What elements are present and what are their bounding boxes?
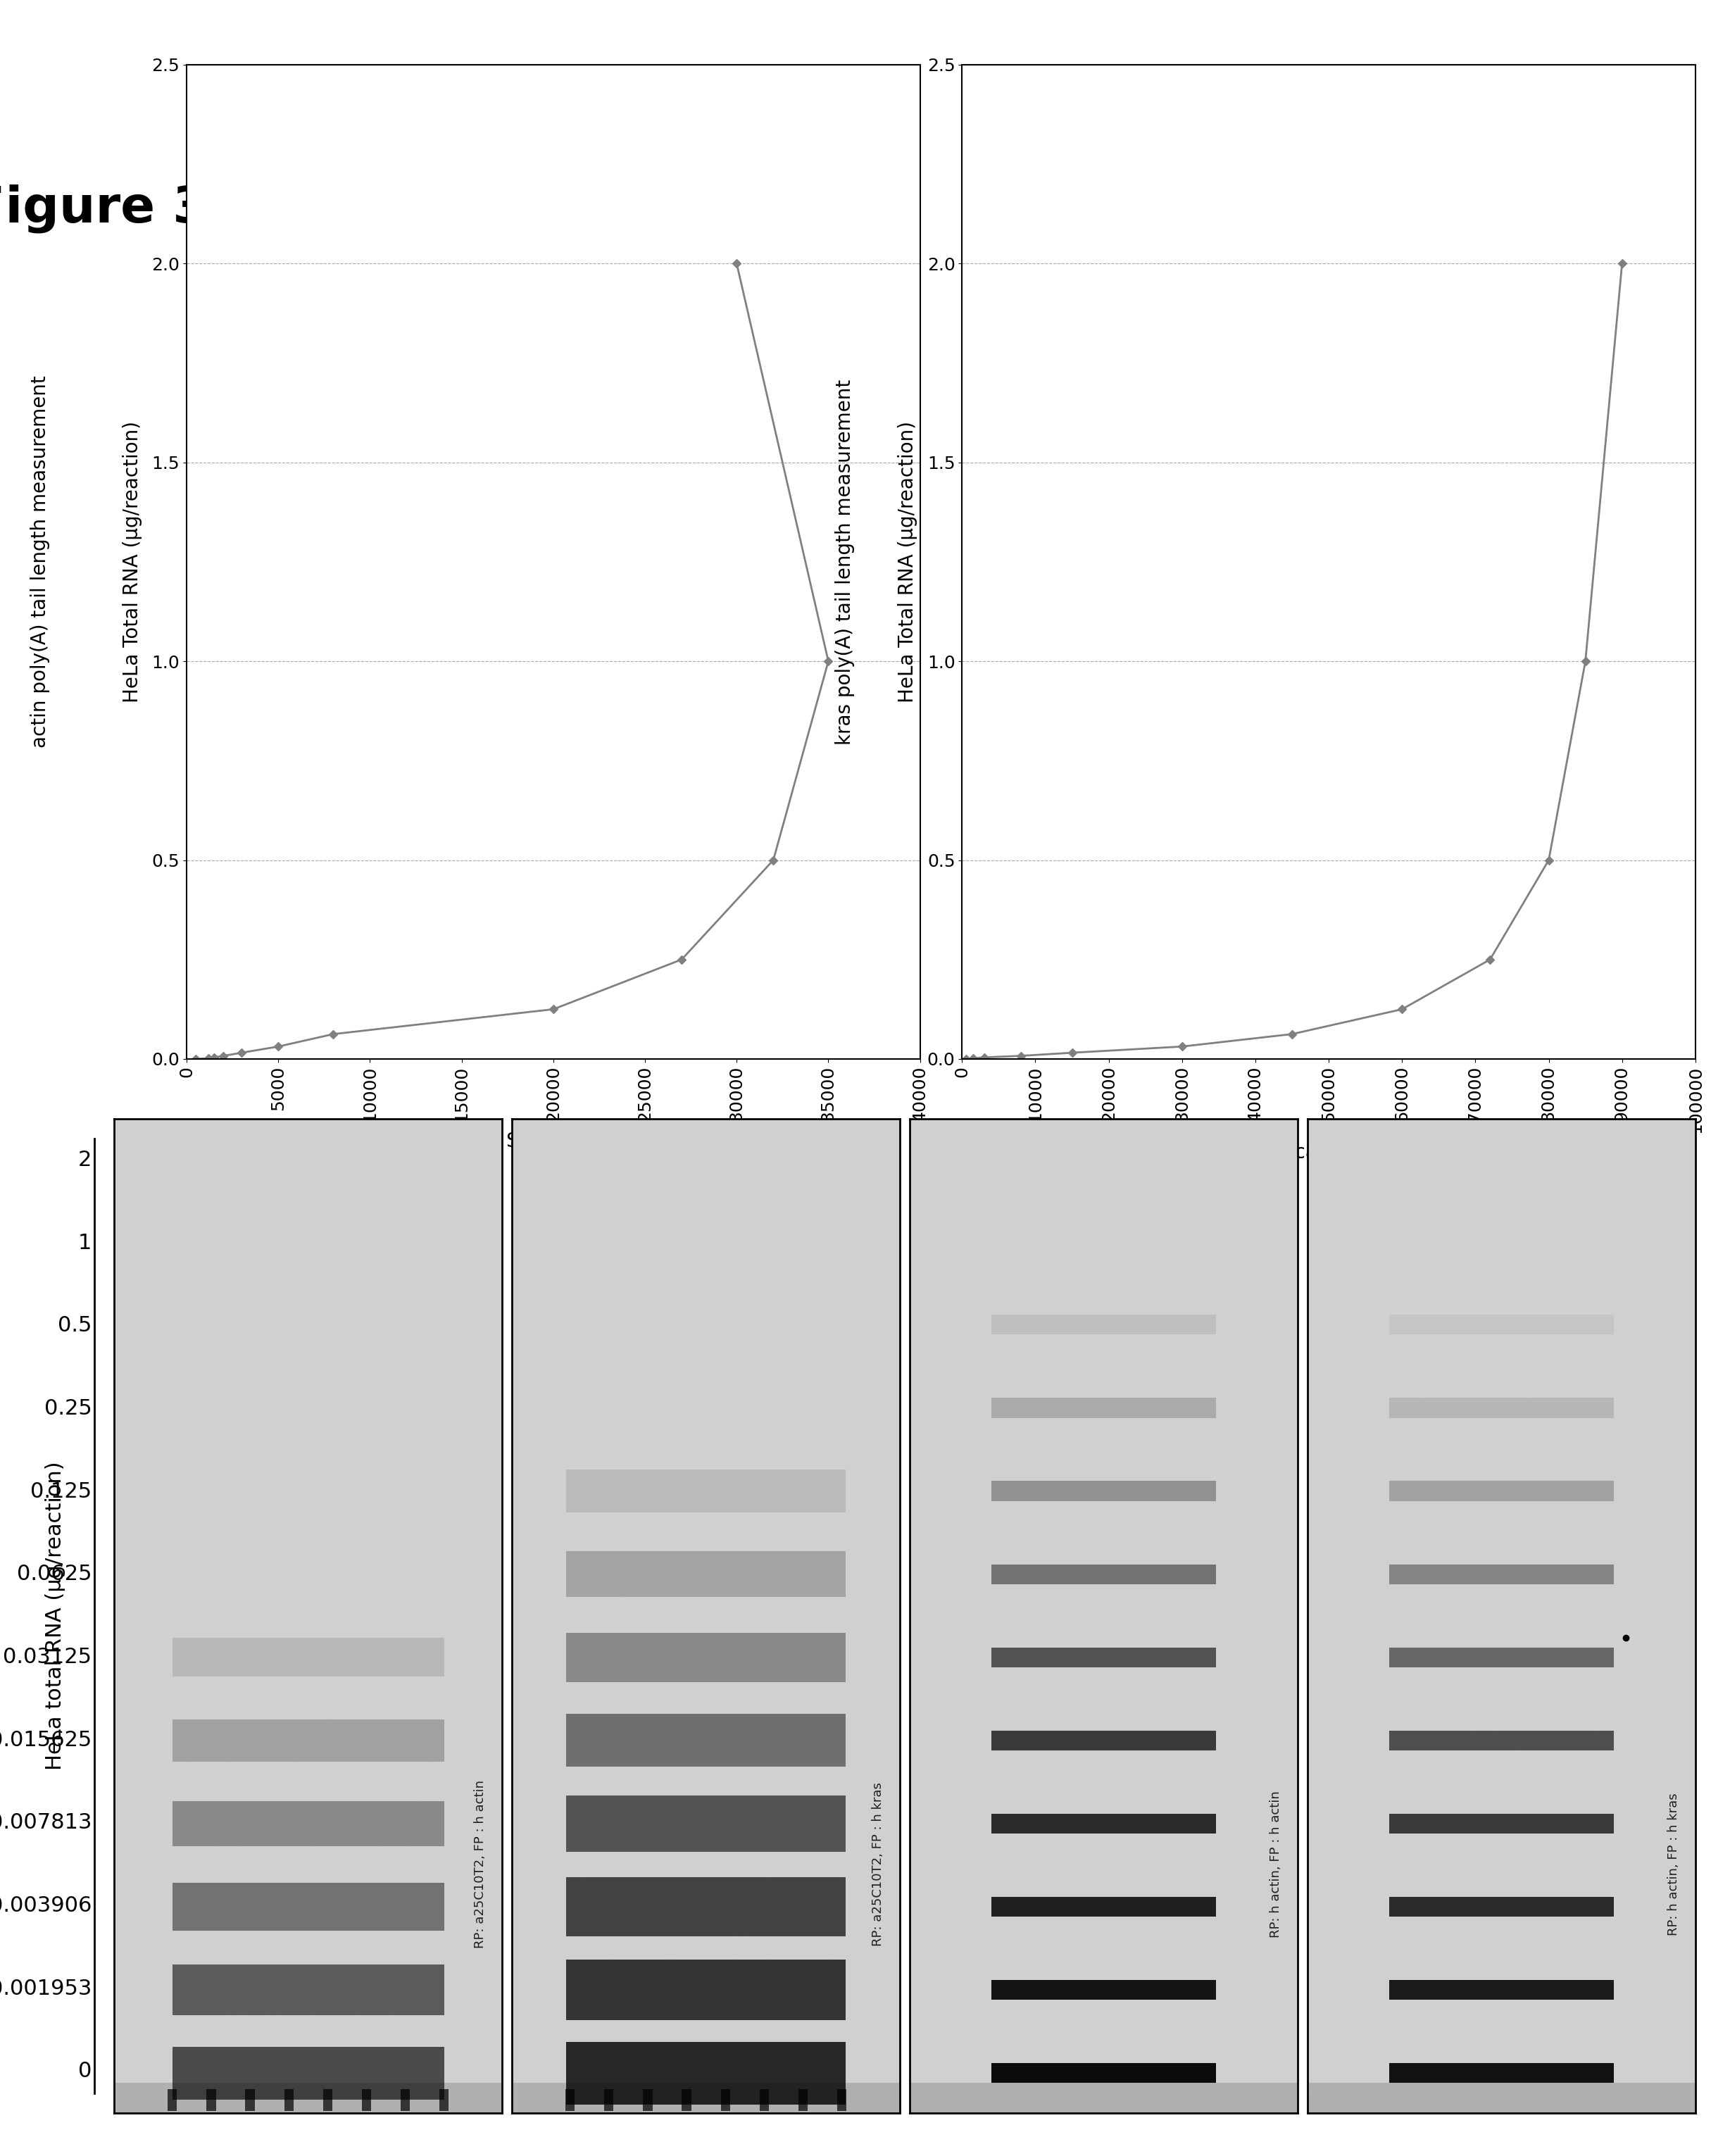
Text: RP: a25C10T2, FP : h actin: RP: a25C10T2, FP : h actin [474,1781,486,1949]
Bar [644,2089,652,2111]
Bar [566,1632,846,1682]
Bar [566,1878,846,1936]
Bar [1389,1481,1614,1501]
Bar [284,2089,294,2111]
Bar [1308,2083,1695,2113]
Text: HeLa total RNA (μg/reaction): HeLa total RNA (μg/reaction) [45,1462,66,1770]
Text: Figure 3: Figure 3 [0,183,208,233]
Bar [512,2083,900,2113]
Bar [566,2089,574,2111]
Bar [566,2042,846,2104]
Text: actin poly(A) tail length measurement: actin poly(A) tail length measurement [29,375,50,748]
Bar [991,1897,1216,1917]
Bar [991,1565,1216,1585]
Bar [566,1470,846,1511]
Bar [721,2089,730,2111]
Bar [173,1720,445,1761]
Bar [1389,2063,1614,2083]
Text: 0.003906: 0.003906 [0,1895,92,1917]
Text: 0.001953: 0.001953 [0,1979,92,1999]
Bar [604,2089,614,2111]
Bar [1389,1897,1614,1917]
Bar [991,1813,1216,1833]
Bar [991,1731,1216,1751]
Bar [566,1796,846,1852]
Text: kras poly(A) tail length measurement: kras poly(A) tail length measurement [836,379,855,744]
Bar [566,1714,846,1768]
Text: 0.03125: 0.03125 [3,1647,92,1667]
Bar [439,2089,448,2111]
Bar [1389,1979,1614,2001]
Y-axis label: HeLa Total RNA (μg/reaction): HeLa Total RNA (μg/reaction) [898,420,917,703]
Text: 0.25: 0.25 [45,1399,92,1419]
Text: RP: h actin, FP : h actin: RP: h actin, FP : h actin [1270,1792,1282,1938]
Bar [1389,1397,1614,1419]
Bar [401,2089,410,2111]
Bar [682,2089,692,2111]
Text: 0: 0 [78,2061,92,2083]
Bar [173,2046,445,2100]
Bar [798,2089,808,2111]
Bar [991,2063,1216,2083]
Bar [324,2089,332,2111]
Bar [114,2083,502,2113]
Bar [759,2089,768,2111]
X-axis label: Gela Scanned Value: Gela Scanned Value [455,1132,650,1151]
Bar [566,1960,846,2020]
Text: 0.007813: 0.007813 [0,1813,92,1833]
Bar [991,1397,1216,1419]
Text: 1: 1 [78,1233,92,1253]
Bar [991,1481,1216,1501]
X-axis label: Gela Scanned Value: Gela Scanned Value [1232,1143,1426,1162]
Bar [206,2089,216,2111]
Text: 0.015625: 0.015625 [0,1729,92,1751]
Bar [168,2089,176,2111]
Bar [1389,1813,1614,1833]
Bar [173,1800,445,1846]
Bar [837,2089,846,2111]
Bar [991,1979,1216,2001]
Bar [991,1647,1216,1667]
Bar [991,1315,1216,1335]
Bar [1389,1731,1614,1751]
Text: 0.5: 0.5 [57,1315,92,1337]
Bar [1389,1315,1614,1335]
Bar [1389,1647,1614,1667]
Bar [566,1552,846,1598]
Text: 0.0625: 0.0625 [17,1563,92,1585]
Bar [173,1882,445,1930]
Bar [1389,1565,1614,1585]
Bar [173,1639,445,1677]
Text: RP: h actin, FP : h kras: RP: h actin, FP : h kras [1668,1794,1680,1936]
Text: 2: 2 [78,1149,92,1171]
Bar [362,2089,370,2111]
Text: 0.125: 0.125 [31,1481,92,1503]
Y-axis label: HeLa Total RNA (μg/reaction): HeLa Total RNA (μg/reaction) [123,420,142,703]
Bar [246,2089,254,2111]
Bar [910,2083,1298,2113]
Bar [173,1964,445,2016]
Text: RP: a25C10T2, FP : h kras: RP: a25C10T2, FP : h kras [872,1783,884,1947]
